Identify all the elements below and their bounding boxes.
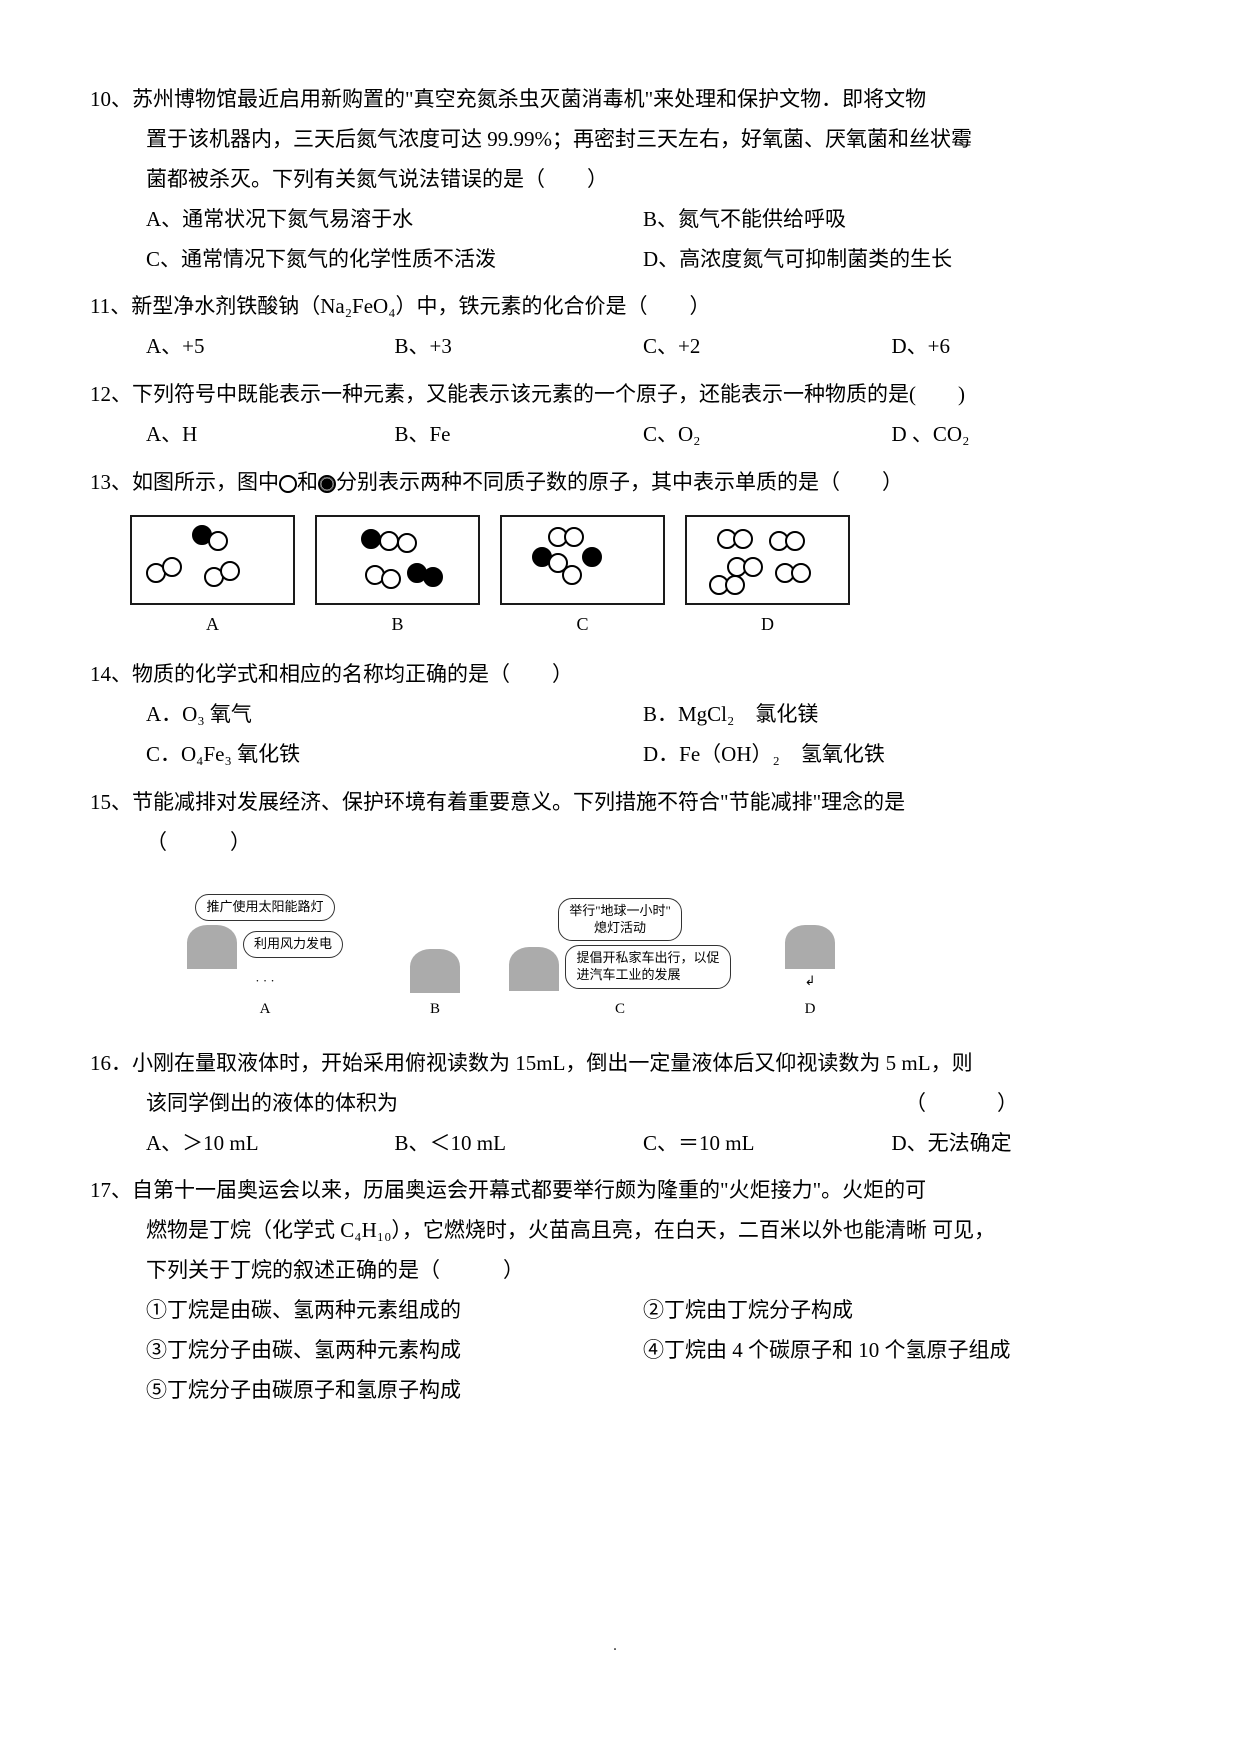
q10-option-a: A、通常状况下氮气易溶于水 xyxy=(146,200,643,240)
q16-option-b: B、＜10 mL xyxy=(395,1124,644,1164)
q15-label-c: C xyxy=(615,995,625,1024)
q17-line1: 自第十一届奥运会以来，历届奥运会开幕式都要举行颇为隆重的"火炬接力"。火炬的可 xyxy=(132,1178,926,1202)
q13-diagram-row: A B C D xyxy=(90,503,1140,647)
q13-label-d: D xyxy=(761,607,774,641)
q13-text-mid: 和 xyxy=(297,470,318,494)
q15-number: 15、 xyxy=(90,790,132,814)
filled-circle-icon xyxy=(318,475,336,493)
q10-option-c: C、通常情况下氮气的化学性质不活泼 xyxy=(146,240,643,280)
q15-bracket: （ ） xyxy=(90,823,1140,863)
q11-number: 11、 xyxy=(90,294,131,318)
q15-text: 节能减排对发展经济、保护环境有着重要意义。下列措施不符合"节能减排"理念的是 xyxy=(132,790,905,814)
q14-number: 14、 xyxy=(90,662,132,686)
page-footer: . xyxy=(90,1631,1140,1661)
q13-diagram-a: A xyxy=(130,515,295,641)
q15-panel-a: 推广使用太阳能路灯 利用风力发电 · · · A xyxy=(150,894,380,1024)
q15-panel-c: 举行"地球一小时"熄灯活动 提倡开私家车出行，以促进汽车工业的发展 C xyxy=(490,898,750,1024)
q14-option-d: D．Fe（OH）₂ 氢氧化铁 xyxy=(643,735,1140,775)
q11-option-d: D、+6 xyxy=(892,327,1141,367)
q15-label-a: A xyxy=(260,995,271,1024)
q15-bubble-a1: 推广使用太阳能路灯 xyxy=(195,894,334,921)
q15-label-d: D xyxy=(805,995,816,1024)
q13-text-post: 分别表示两种不同质子数的原子，其中表示单质的是（ ） xyxy=(336,470,903,494)
question-17: 17、自第十一届奥运会以来，历届奥运会开幕式都要举行颇为隆重的"火炬接力"。火炬… xyxy=(90,1171,1140,1410)
q17-o3: ③丁烷分子由碳、氢两种元素构成 xyxy=(146,1331,643,1371)
q14-option-b: B．MgCl₂ 氯化镁 xyxy=(643,695,1140,735)
q11-option-a: A、+5 xyxy=(146,327,395,367)
q13-label-b: B xyxy=(391,607,403,641)
q16-number: 16． xyxy=(90,1051,132,1075)
q12-text: 下列符号中既能表示一种元素，又能表示该元素的一个原子，还能表示一种物质的是( ) xyxy=(132,382,965,406)
q13-diagram-d: D xyxy=(685,515,850,641)
question-12: 12、下列符号中既能表示一种元素，又能表示该元素的一个原子，还能表示一种物质的是… xyxy=(90,375,1140,455)
q11-option-c: C、+2 xyxy=(643,327,892,367)
q16-line1: 小刚在量取液体时，开始采用俯视读数为 15mL，倒出一定量液体后又仰视读数为 5… xyxy=(132,1051,973,1075)
question-14: 14、物质的化学式和相应的名称均正确的是（ ） A．O₃ 氧气 B．MgCl₂ … xyxy=(90,655,1140,775)
q14-text: 物质的化学式和相应的名称均正确的是（ ） xyxy=(132,662,573,686)
q11-option-b: B、+3 xyxy=(395,327,644,367)
q17-number: 17、 xyxy=(90,1178,132,1202)
q12-option-a: A、H xyxy=(146,415,395,455)
q17-o1: ①丁烷是由碳、氢两种元素组成的 xyxy=(146,1291,643,1331)
q15-bubble-c2: 提倡开私家车出行，以促进汽车工业的发展 xyxy=(565,945,730,989)
person-icon xyxy=(785,925,835,969)
q13-number: 13、 xyxy=(90,470,132,494)
q13-label-c: C xyxy=(576,607,588,641)
q16-bracket: （ ） xyxy=(905,1084,1140,1124)
q15-bubble-a2: 利用风力发电 xyxy=(243,931,343,958)
q15-illustration: 推广使用太阳能路灯 利用风力发电 · · · A B 举行"地球一小时"熄灯活动… xyxy=(90,863,1140,1036)
q11-text: 新型净水剂铁酸钠（Na₂FeO₄）中，铁元素的化合价是（ ） xyxy=(131,294,710,318)
q12-option-d: D 、CO₂ xyxy=(892,415,1141,455)
question-16: 16．小刚在量取液体时，开始采用俯视读数为 15mL，倒出一定量液体后又仰视读数… xyxy=(90,1044,1140,1164)
q12-option-b: B、Fe xyxy=(395,415,644,455)
q17-line3: 下列关于丁烷的叙述正确的是（ ） xyxy=(90,1251,1140,1291)
person-icon xyxy=(509,947,559,991)
q10-number: 10、 xyxy=(90,87,132,111)
q15-panel-d: ↲ D xyxy=(750,875,870,1024)
q13-label-a: A xyxy=(206,607,219,641)
q17-o5: ⑤丁烷分子由碳原子和氢原子构成 xyxy=(90,1371,1140,1411)
q16-option-a: A、＞10 mL xyxy=(146,1124,395,1164)
q10-line3: 菌都被杀灭。下列有关氮气说法错误的是（ ） xyxy=(90,160,1140,200)
question-10: 10、苏州博物馆最近启用新购置的"真空充氮杀虫灭菌消毒机"来处理和保护文物．即将… xyxy=(90,80,1140,279)
question-11: 11、新型净水剂铁酸钠（Na₂FeO₄）中，铁元素的化合价是（ ） A、+5 B… xyxy=(90,287,1140,367)
q14-option-a: A．O₃ 氧气 xyxy=(146,695,643,735)
q10-option-d: D、高浓度氮气可抑制菌类的生长 xyxy=(643,240,1140,280)
q13-diagram-c: C xyxy=(500,515,665,641)
q16-line2: 该同学倒出的液体的体积为 xyxy=(146,1084,398,1124)
q17-o2: ②丁烷由丁烷分子构成 xyxy=(643,1291,1140,1331)
q15-label-b: B xyxy=(430,995,440,1024)
empty-circle-icon xyxy=(279,475,297,493)
q10-option-b: B、氮气不能供给呼吸 xyxy=(643,200,1140,240)
q15-panel-b: B xyxy=(380,899,490,1024)
q12-option-c: C、O₂ xyxy=(643,415,892,455)
question-15: 15、节能减排对发展经济、保护环境有着重要意义。下列措施不符合"节能减排"理念的… xyxy=(90,783,1140,1036)
person-icon xyxy=(187,925,237,969)
q10-line1: 苏州博物馆最近启用新购置的"真空充氮杀虫灭菌消毒机"来处理和保护文物．即将文物 xyxy=(132,87,926,111)
q15-bubble-c1: 举行"地球一小时"熄灯活动 xyxy=(558,898,682,942)
q13-text-pre: 如图所示，图中 xyxy=(132,470,279,494)
q12-number: 12、 xyxy=(90,382,132,406)
question-13: 13、如图所示，图中和分别表示两种不同质子数的原子，其中表示单质的是（ ） A … xyxy=(90,463,1140,647)
q17-line2: 燃物是丁烷（化学式 C₄H₁₀），它燃烧时，火苗高且亮，在白天，二百米以外也能清… xyxy=(90,1211,1140,1251)
q16-option-c: C、＝10 mL xyxy=(643,1124,892,1164)
q16-option-d: D、无法确定 xyxy=(892,1124,1141,1164)
q13-diagram-b: B xyxy=(315,515,480,641)
person-icon xyxy=(410,949,460,993)
q17-o4: ④丁烷由 4 个碳原子和 10 个氢原子组成 xyxy=(643,1331,1140,1371)
q14-option-c: C．O₄Fe₃ 氧化铁 xyxy=(146,735,643,775)
q10-line2: 置于该机器内，三天后氮气浓度可达 99.99%；再密封三天左右，好氧菌、厌氧菌和… xyxy=(90,120,1140,160)
